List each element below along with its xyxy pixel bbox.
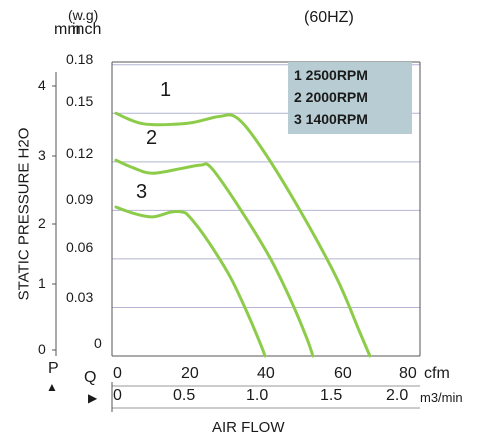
- p-up-arrow-icon: ▲: [46, 380, 58, 394]
- inch-tick-label: 0.15: [66, 93, 94, 109]
- legend-item-3: 3 1400RPM: [294, 111, 368, 127]
- m3-tick-label: 0.5: [173, 387, 196, 404]
- wg-unit-label: (w.g): [68, 7, 99, 23]
- curve-series-1: [114, 111, 372, 358]
- p-symbol: P: [48, 360, 59, 377]
- m3-unit-label: m3/min: [420, 390, 463, 405]
- m3-tick-label: 1.5: [320, 387, 343, 404]
- mm-tick-label: 1: [38, 275, 46, 291]
- q-right-arrow-icon: ▶: [88, 391, 98, 405]
- m3-tick-label: 1.0: [246, 387, 269, 404]
- inch-tick-label: 0.12: [66, 145, 94, 161]
- curve-label-1: 1: [160, 79, 172, 101]
- inch-tick-label: 0.03: [66, 289, 94, 305]
- legend-item-1: 1 2500RPM: [294, 67, 368, 83]
- m3-tick-label: 2.0: [386, 387, 409, 404]
- curve-label-2: 2: [146, 127, 158, 149]
- mm-unit-label: mm: [54, 21, 81, 38]
- m3-tick-label: 0: [113, 387, 122, 404]
- inch-unit-label: inch: [72, 21, 102, 38]
- q-symbol: Q: [84, 369, 97, 386]
- mm-tick-label: 2: [38, 215, 46, 231]
- mm-tick-label: 0: [38, 341, 46, 357]
- static-pressure-axis-title: STATIC PRESSURE H2O: [15, 127, 33, 301]
- inch-tick-label: 0.06: [66, 239, 94, 255]
- inch-tick-label: 0.09: [66, 191, 94, 207]
- cfm-tick-label: 20: [181, 365, 199, 382]
- cfm-tick-label: 0: [113, 365, 122, 382]
- curve-label-3: 3: [136, 181, 148, 203]
- mm-tick-label: 4: [38, 77, 46, 93]
- cfm-tick-label: 80: [399, 365, 417, 382]
- mm-tick-label: 3: [38, 147, 46, 163]
- inch-tick-label: 0: [94, 335, 102, 351]
- legend-item-2: 2 2000RPM: [294, 89, 368, 105]
- cfm-unit-label: cfm: [424, 365, 450, 382]
- legend: 1 2500RPM 2 2000RPM 3 1400RPM: [288, 62, 412, 134]
- cfm-tick-label: 60: [334, 365, 352, 382]
- air-flow-axis-title: AIR FLOW: [212, 419, 285, 436]
- frequency-label: (60HZ): [304, 9, 354, 26]
- inch-tick-label: 0.18: [66, 51, 94, 67]
- curve-series-2: [114, 158, 315, 358]
- cfm-tick-label: 40: [257, 365, 275, 382]
- curve-series-3: [114, 205, 267, 358]
